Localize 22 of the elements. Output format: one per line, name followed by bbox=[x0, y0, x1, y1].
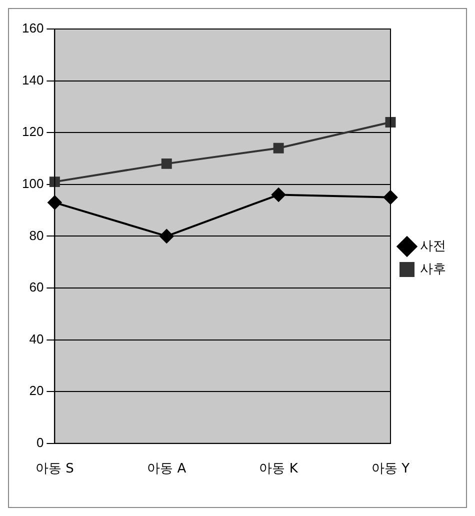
legend-label: 사후 bbox=[420, 262, 446, 277]
legend-label: 사전 bbox=[420, 238, 446, 254]
y-tick-label: 120 bbox=[22, 124, 44, 140]
y-tick-label: 160 bbox=[22, 20, 44, 36]
point bbox=[160, 229, 174, 244]
point bbox=[384, 190, 398, 204]
y-tick-label: 100 bbox=[22, 176, 44, 191]
point bbox=[272, 188, 286, 202]
point bbox=[273, 142, 284, 154]
point bbox=[48, 196, 62, 210]
y-tick-label: 0 bbox=[36, 434, 44, 450]
x-tick-label: 아동 S bbox=[35, 462, 74, 477]
x-tick-label: 아동 K bbox=[259, 462, 298, 477]
y-tick-label: 80 bbox=[29, 228, 44, 243]
point bbox=[161, 158, 172, 169]
y-tick-label: 40 bbox=[29, 331, 44, 346]
y-tick-label: 60 bbox=[29, 280, 44, 295]
point bbox=[49, 176, 60, 188]
y-tick-label: 20 bbox=[29, 383, 44, 398]
x-tick-label: 아동 A bbox=[147, 462, 186, 477]
y-tick-label: 140 bbox=[22, 72, 44, 88]
x-tick-label: 아동 Y bbox=[371, 462, 410, 477]
